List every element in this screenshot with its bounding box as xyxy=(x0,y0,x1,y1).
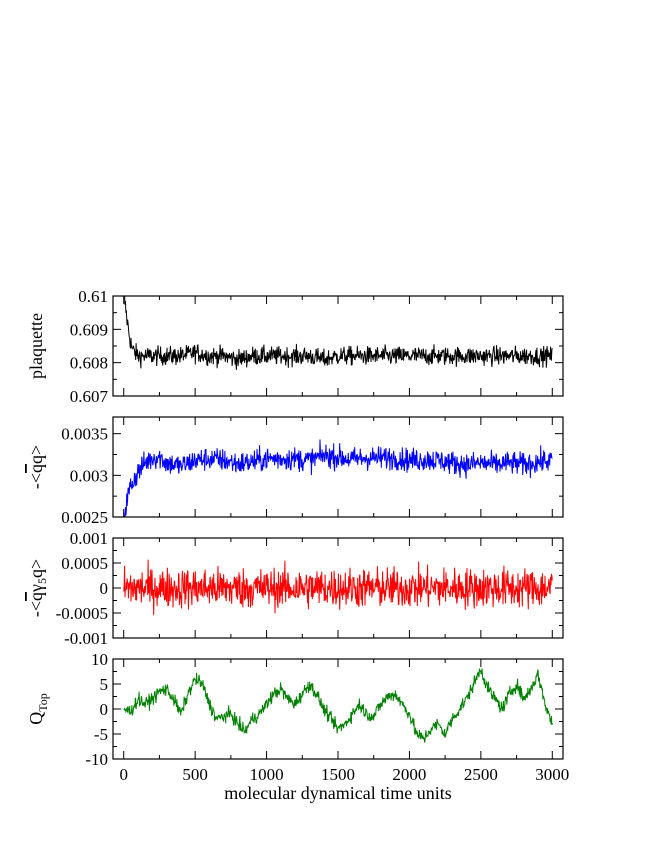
y-axis-title-chiral-condensate: -<qq> xyxy=(26,445,46,489)
panel-pseudoscalar-condensate: -0.001 -0.0005 0 0.0005 0.001 xyxy=(56,529,564,648)
y-tick-label: 10 xyxy=(91,650,108,669)
y-tick-label: 5 xyxy=(100,675,109,694)
y-tick-label: 0.0005 xyxy=(61,554,108,573)
x-tick-label: 3000 xyxy=(535,765,569,784)
x-tick-label: 0 xyxy=(119,765,128,784)
panel-chiral-condensate: 0.0025 0.003 0.0035 xyxy=(61,416,564,527)
y-tick-label: 0 xyxy=(100,579,109,598)
y-tick-label: -0.001 xyxy=(64,629,108,648)
x-tick-label: 1500 xyxy=(321,765,355,784)
plot-frame xyxy=(112,295,564,397)
y-tick-label: -5 xyxy=(94,725,108,744)
panel-topological-charge: -10 -5 0 5 10 xyxy=(85,650,564,769)
y-tick-label: 0.61 xyxy=(78,287,108,306)
y-tick-label: 0.608 xyxy=(70,354,108,373)
x-tick-label: 500 xyxy=(182,765,208,784)
x-tick-label: 2500 xyxy=(464,765,498,784)
y-axis-title-pseudoscalar-condensate: -<qγ5q> xyxy=(26,559,49,617)
x-tick-label: 2000 xyxy=(392,765,426,784)
series-line xyxy=(123,559,553,616)
y-tick-label: 0.001 xyxy=(70,529,108,548)
y-tick-label: 0.0035 xyxy=(61,425,108,444)
y-tick-label: 0 xyxy=(100,700,109,719)
y-tick-label: 0.609 xyxy=(70,320,108,339)
x-tick-label: 1000 xyxy=(250,765,284,784)
series-line xyxy=(123,439,553,517)
y-tick-label: -10 xyxy=(85,750,108,769)
x-axis-title: molecular dynamical time units xyxy=(224,783,451,803)
series-line xyxy=(123,667,553,743)
y-axis-title-topological-charge: QTop xyxy=(26,693,50,725)
y-axis-title-plaquette: plaquette xyxy=(26,313,46,379)
panel-plaquette: 0.607 0.608 0.609 0.61 xyxy=(70,287,564,406)
y-tick-label: 0.003 xyxy=(70,466,108,485)
y-tick-label: -0.0005 xyxy=(56,604,108,623)
series-line xyxy=(124,296,553,370)
y-tick-label: 0.607 xyxy=(70,387,109,406)
y-tick-label: 0.0025 xyxy=(61,508,108,527)
